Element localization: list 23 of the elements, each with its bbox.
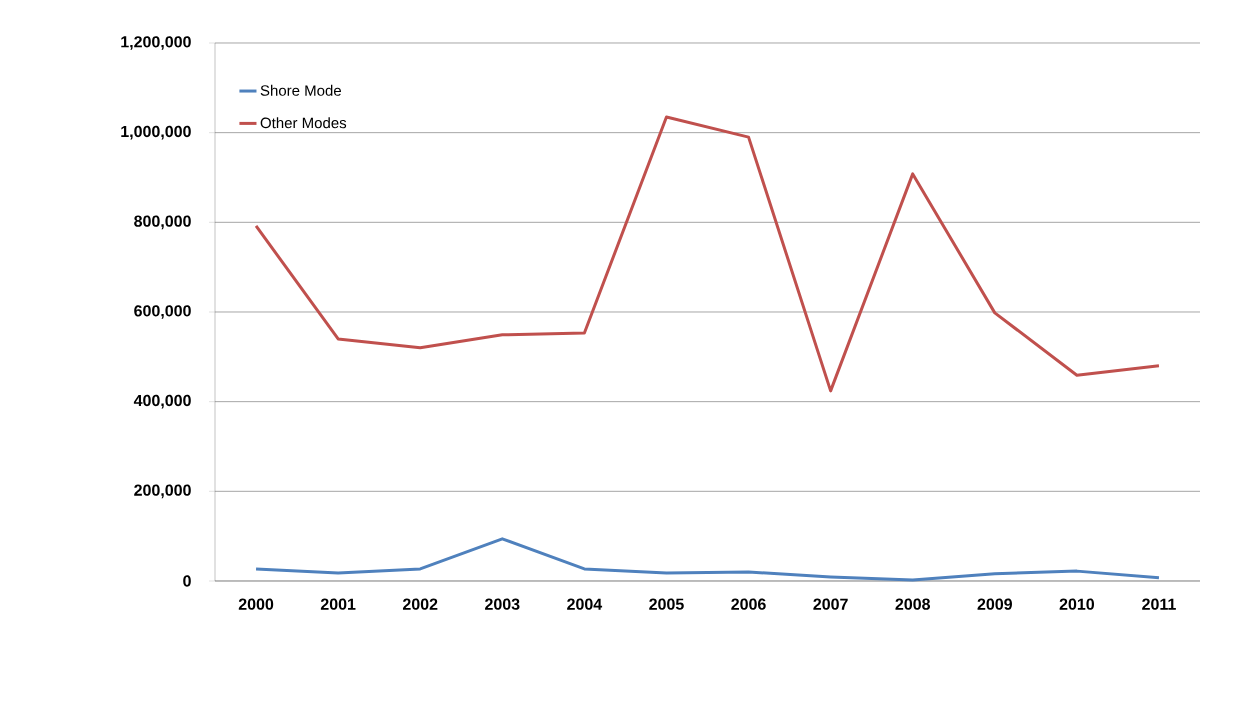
x-tick-label: 2005 <box>649 598 684 610</box>
y-tick-label: 200,000 <box>134 484 191 499</box>
x-tick-label: 2004 <box>567 598 603 610</box>
x-tick-label: 2003 <box>485 598 520 610</box>
line-series <box>254 115 1161 393</box>
x-tick-label: 2011 <box>1142 598 1176 610</box>
x-tick-label: 2010 <box>1059 598 1094 610</box>
line-series <box>254 537 1161 582</box>
y-tick-label: 1,200,000 <box>121 36 191 50</box>
x-tick-label: 2006 <box>731 598 766 610</box>
x-tick-label: 2008 <box>895 598 931 610</box>
legend-label: Other Modes <box>260 117 347 129</box>
legend-label: Shore Mode <box>260 84 341 96</box>
y-tick-label: 0 <box>183 575 191 587</box>
x-tick-label: 2000 <box>238 598 274 610</box>
x-tick-label: 2007 <box>813 598 848 610</box>
y-tick-label: 600,000 <box>134 305 191 319</box>
x-tick-label: 2002 <box>402 598 438 610</box>
x-tick-label: 2001 <box>320 598 356 610</box>
y-tick-label: 1,000,000 <box>121 125 191 140</box>
x-tick-label: 2009 <box>977 598 1012 610</box>
y-tick-label: 400,000 <box>133 394 191 409</box>
y-tick-label: 800,000 <box>134 215 191 230</box>
